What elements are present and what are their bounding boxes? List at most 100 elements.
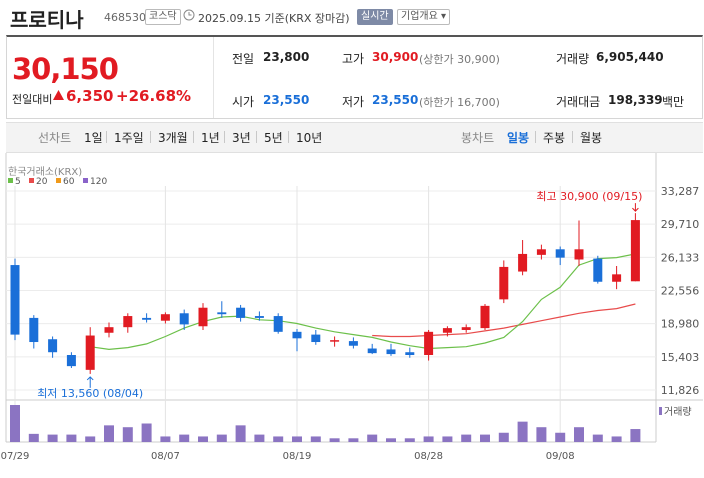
volume-bar (367, 434, 378, 442)
legend-swatch (8, 178, 13, 183)
volume-bar (10, 405, 20, 442)
candle-body (480, 305, 490, 329)
tab-daily[interactable]: 일봉 (507, 131, 530, 145)
tab-separator (572, 131, 573, 143)
volume-bar (592, 434, 603, 442)
y-axis: 33,287 29,710 26,133 22,556 18,980 15,403 11,8… (661, 185, 700, 397)
tab-5y[interactable]: 5년 (264, 131, 283, 145)
price-summary (6, 35, 703, 119)
tab-3y[interactable]: 3년 (232, 131, 251, 145)
volume-label: 거래량 (556, 52, 590, 66)
volume-bar (28, 433, 39, 442)
stock-name: 프로티나 (10, 8, 84, 32)
current-price: 30,150 (12, 52, 119, 86)
candle-body (254, 316, 264, 318)
volume-bar (442, 436, 453, 442)
tab-separator (256, 131, 257, 143)
candle-body (499, 266, 509, 300)
volume-bar (122, 427, 133, 442)
change-percent: +26.68% (116, 87, 192, 105)
volume-bar (141, 423, 152, 442)
candle-body (330, 340, 340, 342)
change-value: 6,350 (66, 87, 114, 105)
candle-body (85, 335, 95, 370)
y-tick-label: 33,287 (661, 185, 700, 198)
open-label: 시가 (232, 95, 255, 109)
volume-bar (404, 438, 415, 442)
candle-body (424, 331, 434, 356)
candle-body (405, 352, 415, 356)
tab-10y[interactable]: 10년 (296, 131, 323, 145)
annotations: 최저 13,560 (08/04) 최고 30,900 (09/15) (37, 190, 642, 400)
amount-label: 거래대금 (556, 95, 601, 109)
candle-body (555, 249, 565, 258)
volume-value: 6,905,440 (596, 50, 664, 64)
up-triangle-icon (53, 90, 64, 100)
legend-label: 60 (63, 177, 75, 187)
tab-separator (535, 131, 536, 143)
volume-legend-label: 거래량 (664, 406, 692, 418)
volume-bar (104, 425, 114, 442)
x-tick-label: 07/29 (1, 451, 30, 462)
candle-body (236, 307, 246, 318)
tab-1y[interactable]: 1년 (201, 131, 220, 145)
volume-bar (348, 438, 359, 442)
ma-legend: 5 20 60 120 (8, 177, 107, 187)
candle-body (160, 314, 170, 321)
low-annotation: 최저 13,560 (08/04) (37, 387, 143, 400)
low-arrow (86, 376, 94, 388)
volume-bar (273, 436, 284, 442)
tab-separator (288, 131, 289, 143)
tab-1d[interactable]: 1일 (84, 131, 103, 145)
realtime-button[interactable]: 실시간 (357, 9, 393, 25)
candles (10, 213, 640, 374)
legend-label: 5 (15, 177, 21, 187)
candle-body (104, 327, 114, 333)
low-value: 23,550 (372, 93, 419, 107)
tab-separator (193, 131, 194, 143)
ma5-line (90, 253, 636, 351)
volume-bar (310, 436, 321, 442)
tab-monthly[interactable]: 월봉 (580, 131, 603, 145)
legend-swatch (83, 178, 88, 183)
volume-bar (536, 427, 547, 442)
basis-date: 2025.09.15 기준(KRX 장마감) (198, 12, 350, 25)
y-tick-label: 11,826 (661, 384, 700, 397)
high-label: 고가 (342, 52, 365, 66)
tab-weekly[interactable]: 주봉 (543, 131, 566, 145)
change-label: 전일대비 (12, 93, 53, 106)
volume-bar (160, 436, 171, 442)
chart-source: 한국거래소(KRX) (8, 166, 82, 178)
prev-close-value: 23,800 (263, 50, 310, 64)
company-overview-button[interactable]: 기업개요 ▾ (397, 9, 450, 25)
candle-body (123, 316, 133, 328)
legend-label: 20 (36, 177, 48, 187)
y-tick-label: 18,980 (661, 318, 700, 331)
volume-bar (235, 425, 246, 442)
candle-body (29, 317, 39, 343)
candle-body (348, 341, 358, 346)
candle-body (630, 220, 640, 282)
candle-body (198, 307, 208, 327)
tab-1w[interactable]: 1주일 (114, 131, 144, 145)
candle-body (142, 317, 152, 320)
volume-bar (461, 434, 472, 442)
candle-body (292, 331, 302, 339)
clock-icon (183, 9, 195, 21)
y-tick-label: 22,556 (661, 285, 700, 298)
volume-bar (254, 434, 265, 442)
tab-3m[interactable]: 3개월 (158, 131, 188, 145)
y-tick-label: 26,133 (661, 251, 700, 264)
volume-bar (555, 432, 566, 442)
candle-body (217, 312, 227, 315)
period-bar (6, 122, 703, 153)
summary-divider (213, 37, 214, 118)
candle-body (574, 249, 584, 260)
candle-body (66, 355, 76, 367)
y-tick-label: 15,403 (661, 351, 700, 364)
volume-bar (386, 438, 396, 442)
x-tick-label: 08/28 (414, 451, 443, 462)
y-tick-label: 29,710 (661, 218, 700, 231)
volume-bar (47, 434, 58, 442)
high-value: 30,900 (372, 50, 419, 64)
